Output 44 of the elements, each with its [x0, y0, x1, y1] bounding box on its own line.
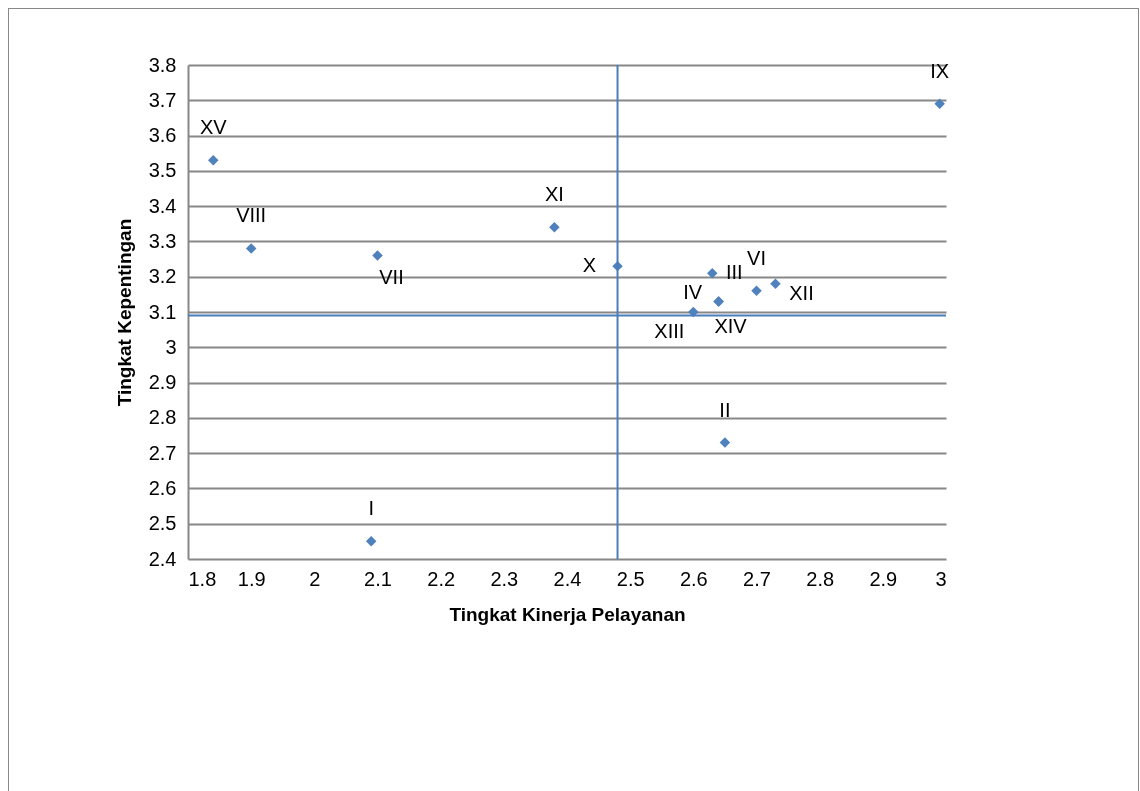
data-label: III	[725, 261, 743, 284]
x-tick-label: 2.7	[743, 567, 771, 590]
data-label: XI	[544, 183, 564, 206]
y-tick-label: 3.7	[148, 88, 177, 111]
data-label: IX	[930, 59, 950, 82]
x-tick-label: 1.9	[237, 567, 266, 590]
x-tick-label: 2.1	[364, 567, 392, 590]
x-tick-label: 2.5	[616, 567, 645, 590]
x-tick-label: 3	[935, 567, 947, 590]
y-tick-label: 3.6	[148, 124, 177, 147]
y-tick-label: 3.8	[148, 53, 177, 76]
data-label: VII	[379, 265, 404, 288]
data-label: VIII	[236, 204, 267, 227]
y-tick-label: 2.9	[148, 371, 177, 394]
y-tick-label: 3.5	[148, 159, 177, 182]
y-tick-label: 3.2	[148, 265, 177, 288]
y-tick-label: 2.8	[148, 406, 177, 429]
data-label: VI	[747, 246, 766, 269]
y-tick-label: 3.4	[148, 194, 177, 217]
x-axis-title: Tingkat Kinerja Pelayanan	[449, 603, 686, 625]
x-tick-label: 2	[309, 567, 321, 590]
y-tick-label: 2.4	[148, 547, 177, 570]
y-tick-label: 2.6	[148, 476, 177, 499]
y-tick-label: 3.3	[148, 229, 177, 252]
data-label: II	[719, 398, 731, 421]
y-tick-label: 2.5	[148, 512, 177, 535]
data-label: XIII	[654, 320, 685, 342]
y-tick-label: 3	[165, 335, 177, 358]
data-label: IV	[683, 281, 703, 304]
y-tick-label: 2.7	[148, 441, 177, 464]
y-tick-label: 3.1	[148, 300, 177, 323]
x-tick-label: 2.4	[553, 567, 582, 590]
x-tick-label: 2.6	[679, 567, 708, 590]
data-label: I	[368, 497, 374, 520]
x-tick-label: 1.8	[188, 567, 217, 590]
data-label: XV	[199, 116, 228, 139]
x-tick-label: 2.8	[806, 567, 835, 590]
data-label: XIV	[714, 315, 748, 338]
x-tick-label: 2.9	[869, 567, 898, 590]
x-tick-label: 2.3	[490, 567, 519, 590]
x-tick-label: 2.2	[427, 567, 456, 590]
data-label: XII	[789, 281, 814, 304]
data-label: X	[582, 254, 597, 277]
y-axis-title: Tingkat Kepentingan	[113, 218, 135, 407]
